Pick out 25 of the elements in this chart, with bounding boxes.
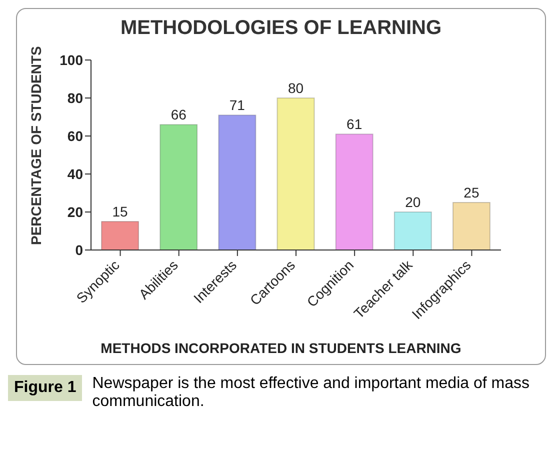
- data-label: 80: [288, 80, 304, 96]
- y-tick-label: 40: [67, 166, 84, 182]
- bar: [218, 114, 256, 250]
- data-label: 71: [229, 97, 246, 114]
- x-axis-title: METHODS INCORPORATED IN STUDENTS LEARNING: [100, 340, 462, 356]
- bar: [160, 124, 198, 250]
- y-tick-label: 20: [67, 204, 84, 220]
- y-tick-label: 80: [67, 90, 84, 106]
- chart-title: METHODOLOGIES OF LEARNING: [119, 17, 443, 40]
- text: Newspaper is the most effective and important media of mass communication.: [92, 375, 530, 411]
- bar: [335, 134, 374, 250]
- y-axis-title: PERCENTAGE OF STUDENTS: [28, 46, 44, 245]
- data-label: 15: [112, 204, 128, 220]
- data-label: 61: [346, 116, 362, 132]
- bar: [452, 202, 490, 250]
- y-tick-label: 60: [67, 128, 84, 144]
- bar: [394, 212, 432, 250]
- y-tick-label: 100: [60, 52, 84, 68]
- bar: [276, 98, 315, 250]
- caption: Figure 1: [8, 375, 82, 401]
- y-tick-label: 0: [75, 242, 84, 258]
- data-label: 25: [464, 184, 480, 200]
- bar: [101, 221, 140, 250]
- data-label: 20: [405, 194, 421, 210]
- data-label: 66: [170, 106, 187, 123]
